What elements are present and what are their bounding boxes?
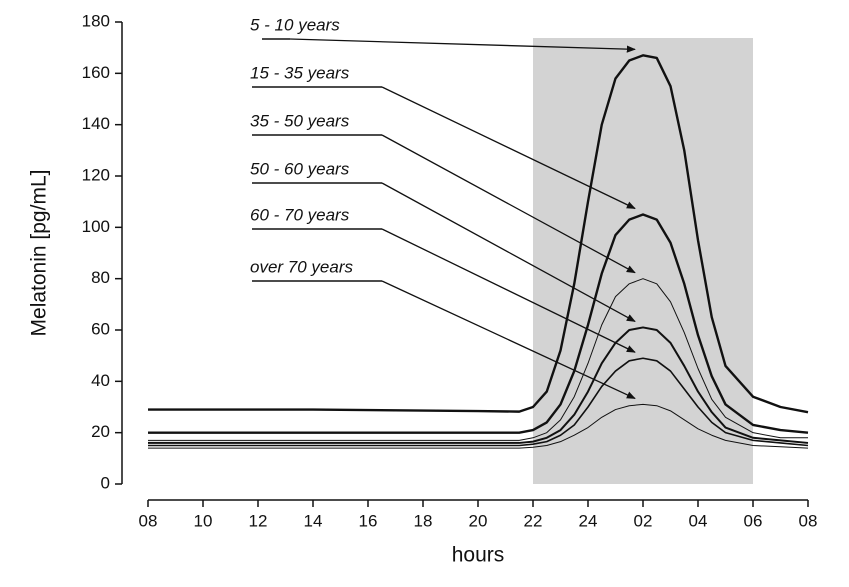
series-line	[148, 403, 809, 449]
shaded-region	[533, 38, 753, 484]
y-tick-label: 160	[82, 63, 110, 82]
series-line	[148, 357, 809, 447]
series-line	[148, 54, 809, 414]
y-tick-label: 0	[101, 473, 110, 492]
annotation-arrow	[381, 86, 636, 210]
legend-label: 15 - 35 years	[250, 63, 350, 82]
x-tick-label: 08	[139, 511, 158, 530]
annotation-arrow	[381, 228, 636, 353]
x-tick-label: 16	[359, 511, 378, 530]
x-tick-label: 06	[744, 511, 763, 530]
y-tick-label: 60	[91, 319, 110, 338]
x-axis-label: hours	[452, 544, 505, 567]
y-tick-label: 120	[82, 165, 110, 184]
x-tick-label: 08	[799, 511, 818, 530]
legend-label: 50 - 60 years	[250, 159, 350, 178]
y-tick-label: 80	[91, 268, 110, 287]
y-tick-label: 180	[82, 11, 110, 30]
x-tick-label: 02	[634, 511, 653, 530]
x-tick-label: 14	[304, 511, 323, 530]
series-line	[148, 278, 808, 441]
x-tick-label: 12	[249, 511, 268, 530]
y-tick-label: 140	[82, 114, 110, 133]
annotation-arrow	[289, 38, 636, 53]
x-tick-label: 24	[579, 511, 598, 530]
annotation-arrow	[381, 182, 636, 323]
x-tick-label: 04	[689, 511, 708, 530]
x-tick-label: 18	[414, 511, 433, 530]
annotation-arrow	[381, 280, 636, 400]
legend-label: 35 - 50 years	[250, 111, 350, 130]
x-tick-label: 20	[469, 511, 488, 530]
legend-label: over 70 years	[250, 257, 353, 276]
legend-label: 60 - 70 years	[250, 205, 350, 224]
x-tick-label: 10	[194, 511, 213, 530]
annotation-arrow	[381, 134, 636, 274]
y-axis-label: Melatonin [pg/mL]	[28, 170, 51, 337]
x-tick-label: 22	[524, 511, 543, 530]
y-tick-label: 100	[82, 217, 110, 236]
legend-label: 5 - 10 years	[250, 15, 340, 34]
y-tick-label: 40	[91, 371, 110, 390]
y-tick-label: 20	[91, 422, 110, 441]
series-line	[148, 326, 809, 444]
